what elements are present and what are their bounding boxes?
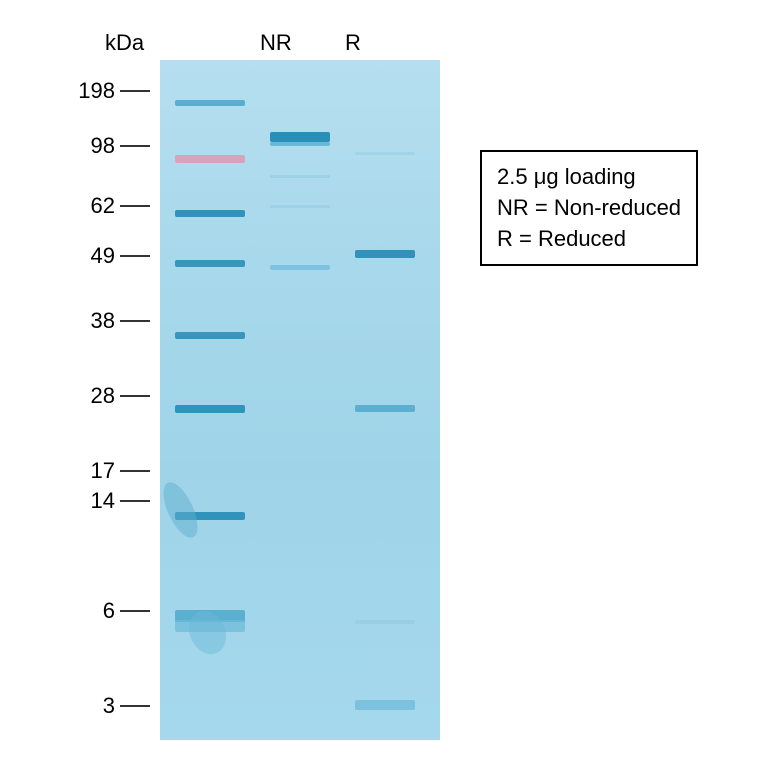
gel-artifact <box>160 478 205 543</box>
mw-label: 49 <box>65 243 115 269</box>
gel-image <box>160 60 440 740</box>
mw-label: 38 <box>65 308 115 334</box>
legend-line-1: 2.5 μg loading <box>497 162 681 193</box>
gel-band <box>175 100 245 106</box>
mw-label: 98 <box>65 133 115 159</box>
gel-band <box>355 700 415 710</box>
gel-band <box>270 175 330 178</box>
gel-band <box>355 152 415 155</box>
mw-tick <box>120 205 150 207</box>
mw-label: 62 <box>65 193 115 219</box>
gel-figure: kDa NR R 198 98 62 49 38 28 17 14 6 3 2.5 μg load… <box>0 0 764 764</box>
lane-label-nr: NR <box>260 30 292 56</box>
gel-band <box>175 210 245 217</box>
legend-line-3: R = Reduced <box>497 224 681 255</box>
legend-box: 2.5 μg loading NR = Non-reduced R = Redu… <box>480 150 698 266</box>
gel-band <box>175 405 245 413</box>
mw-label: 28 <box>65 383 115 409</box>
mw-tick <box>120 90 150 92</box>
mw-tick <box>120 610 150 612</box>
gel-band <box>270 265 330 270</box>
y-axis-label: kDa <box>105 30 144 56</box>
mw-tick <box>120 470 150 472</box>
gel-band <box>175 260 245 267</box>
gel-band <box>270 132 330 142</box>
mw-tick <box>120 395 150 397</box>
mw-label: 14 <box>65 488 115 514</box>
legend-line-2: NR = Non-reduced <box>497 193 681 224</box>
mw-tick <box>120 705 150 707</box>
mw-label: 198 <box>65 78 115 104</box>
gel-band <box>270 142 330 146</box>
mw-tick <box>120 145 150 147</box>
mw-tick <box>120 500 150 502</box>
gel-band <box>270 205 330 208</box>
mw-tick <box>120 320 150 322</box>
mw-tick <box>120 255 150 257</box>
gel-band <box>175 155 245 163</box>
gel-band <box>355 620 415 624</box>
gel-band <box>355 405 415 412</box>
mw-label: 3 <box>65 693 115 719</box>
mw-label: 17 <box>65 458 115 484</box>
gel-band <box>355 250 415 258</box>
mw-label: 6 <box>65 598 115 624</box>
gel-band <box>175 332 245 339</box>
lane-label-r: R <box>345 30 361 56</box>
